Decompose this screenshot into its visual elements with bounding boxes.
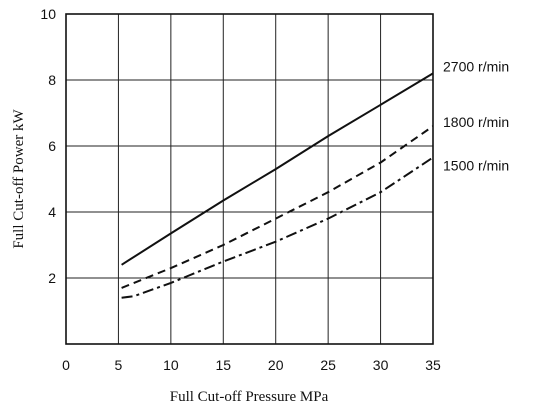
y-tick-label: 2 [48,270,56,286]
grid-lines [66,14,433,344]
x-tick-label: 15 [215,357,231,373]
x-tick-label: 0 [62,357,70,373]
x-axis-title: Full Cut-off Pressure MPa [170,389,329,405]
series-label-1: 1800 r/min [443,114,509,130]
y-tick-label: 10 [40,6,56,22]
y-tick-label: 4 [48,204,56,220]
x-tick-label: 20 [268,357,284,373]
series-line-1 [121,125,434,289]
series-lines [121,72,434,299]
plot-frame [65,13,434,345]
series-label-0: 2700 r/min [443,58,509,74]
y-axis-title: Full Cut-off Power kW [11,109,27,249]
y-tick-label: 8 [48,72,56,88]
x-tick-label: 35 [425,357,441,373]
x-tick-label: 25 [320,357,336,373]
x-tick-label: 5 [115,357,123,373]
series-labels: 2700 r/min 1800 r/min 1500 r/min [443,58,509,173]
tick-labels: 0 5 10 15 20 25 30 35 2 4 6 8 10 [40,6,441,373]
series-line-0 [121,72,434,266]
x-tick-label: 10 [163,357,179,373]
series-line-2 [121,156,434,299]
y-tick-label: 6 [48,138,56,154]
series-label-2: 1500 r/min [443,158,509,174]
x-tick-label: 30 [373,357,389,373]
